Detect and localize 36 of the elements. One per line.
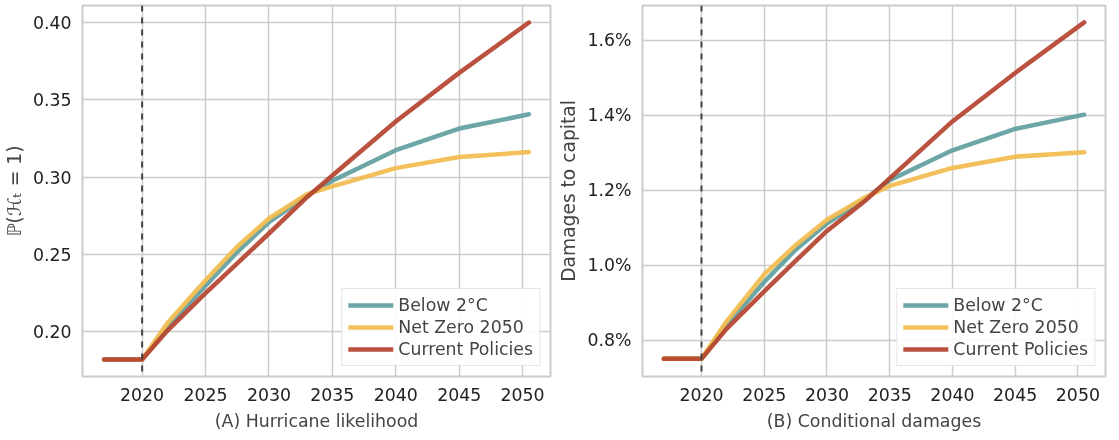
legend-label: Net Zero 2050 — [953, 317, 1079, 337]
x-tick-label: 2025 — [742, 384, 787, 405]
legend-label: Current Policies — [953, 339, 1088, 359]
x-tick-label: 2030 — [804, 384, 850, 405]
y-tick-label: 0.30 — [32, 167, 72, 188]
y-tick-label: 1.4% — [587, 105, 632, 126]
x-tick-label: 2030 — [246, 384, 291, 405]
x-tick-label: 2035 — [867, 384, 912, 405]
x-tick-label: 2045 — [993, 384, 1038, 405]
y-tick-label: 0.20 — [32, 322, 72, 343]
y-axis-title: ℙ(ℋₜ = 1) — [3, 145, 25, 237]
y-tick-label: 0.35 — [32, 90, 72, 111]
x-tick-label: 2050 — [1055, 384, 1100, 405]
legend-label: Below 2°C — [398, 295, 488, 315]
x-tick-label: 2045 — [437, 384, 482, 405]
x-tick-label: 2020 — [120, 384, 165, 405]
y-tick-label: 0.25 — [32, 244, 72, 265]
legend-label: Below 2°C — [953, 295, 1043, 315]
legend-label: Net Zero 2050 — [398, 317, 524, 337]
y-tick-label: 1.0% — [587, 255, 632, 276]
line-series — [661, 20, 1087, 362]
x-tick-label: 2050 — [500, 384, 545, 405]
x-tick-label: 2035 — [310, 384, 355, 405]
x-tick-label: 2025 — [183, 384, 228, 405]
text: (B) Conditional damages — [766, 410, 982, 431]
y-tick-label: 0.40 — [32, 13, 72, 33]
y-tick-label: 0.8% — [587, 330, 632, 351]
y-tick-label: 1.6% — [587, 30, 632, 51]
x-tick-label: 2040 — [373, 384, 418, 405]
y-axis-title: Damages to capital — [558, 100, 580, 282]
x-tick-label: 2020 — [679, 384, 724, 405]
line-series — [101, 20, 532, 362]
legend-label: Current Policies — [398, 339, 533, 359]
x-tick-label: 2040 — [930, 384, 975, 405]
text: (A) Hurricane likelihood — [214, 410, 419, 431]
y-tick-label: 1.2% — [587, 180, 632, 201]
